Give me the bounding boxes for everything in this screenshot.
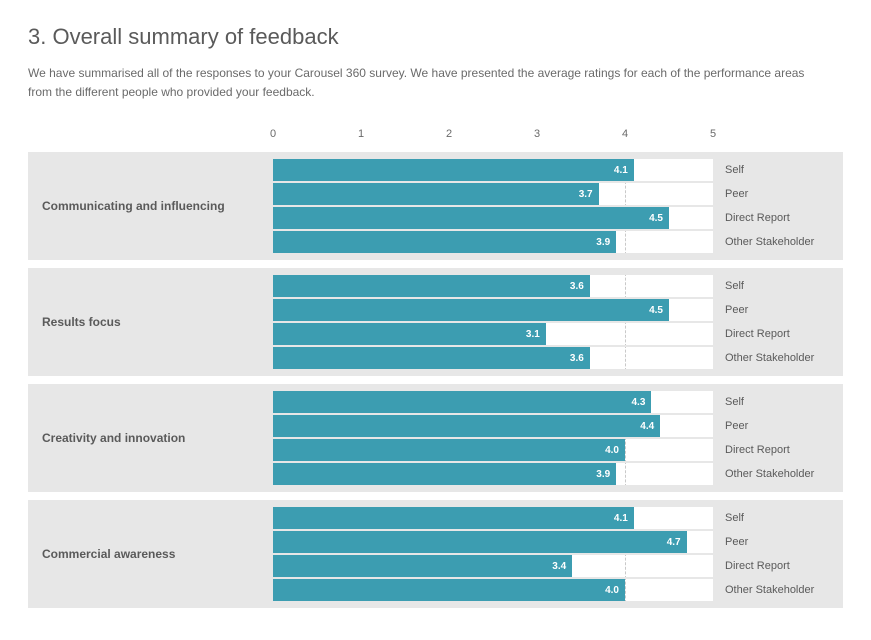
rater-label: Other Stakeholder	[713, 579, 843, 601]
rating-row: 3.7 Peer	[273, 183, 843, 205]
rater-label: Direct Report	[713, 207, 843, 229]
bar-track: 3.1	[273, 323, 713, 345]
rating-row: 3.9 Other Stakeholder	[273, 231, 843, 253]
rating-bar: 4.4	[273, 415, 660, 437]
rating-bar: 4.5	[273, 207, 669, 229]
rater-label: Self	[713, 159, 843, 181]
rating-bar: 4.1	[273, 159, 634, 181]
rater-label: Other Stakeholder	[713, 463, 843, 485]
axis-tick: 3	[534, 128, 540, 140]
rating-bar: 3.1	[273, 323, 546, 345]
rater-label: Peer	[713, 299, 843, 321]
bar-track: 3.9	[273, 231, 713, 253]
rating-bar: 4.5	[273, 299, 669, 321]
rater-label: Peer	[713, 531, 843, 553]
bar-track: 4.4	[273, 415, 713, 437]
rating-bar: 3.4	[273, 555, 572, 577]
rating-bar: 3.9	[273, 463, 616, 485]
rating-bar: 4.1	[273, 507, 634, 529]
axis-tick: 5	[710, 128, 716, 140]
bar-track: 4.1	[273, 507, 713, 529]
axis-tick: 0	[270, 128, 276, 140]
rater-label: Direct Report	[713, 439, 843, 461]
bar-track: 3.6	[273, 347, 713, 369]
competency-group: Results focus3.6 Self 4.5 Peer 3.1 Direct Rep…	[28, 268, 843, 376]
axis-tick: 2	[446, 128, 452, 140]
rating-row: 3.1 Direct Report	[273, 323, 843, 345]
bar-track: 4.1	[273, 159, 713, 181]
competency-group: Creativity and innovation4.3Self4.4Peer4…	[28, 384, 843, 492]
bar-track: 3.4	[273, 555, 713, 577]
rating-row: 3.6 Self	[273, 275, 843, 297]
rater-label: Other Stakeholder	[713, 347, 843, 369]
rating-row: 4.4 Peer	[273, 415, 843, 437]
rater-label: Peer	[713, 415, 843, 437]
rating-row: 3.6 Other Stakeholder	[273, 347, 843, 369]
competency-label: Results focus	[28, 268, 273, 376]
rater-label: Direct Report	[713, 555, 843, 577]
bar-track: 4.3	[273, 391, 713, 413]
axis-tick: 1	[358, 128, 364, 140]
bar-track: 4.0	[273, 439, 713, 461]
bar-track: 3.9	[273, 463, 713, 485]
page-title: 3. Overall summary of feedback	[28, 24, 843, 50]
bar-track: 3.7	[273, 183, 713, 205]
rating-row: 4.1 Self	[273, 507, 843, 529]
rating-bar: 4.3	[273, 391, 651, 413]
rating-row: 4.0 Direct Report	[273, 439, 843, 461]
competency-group: Commercial awareness4.1 Self 4.7 Peer 3.4 Dir…	[28, 500, 843, 608]
rating-row: 4.1 Self	[273, 159, 843, 181]
rating-bar: 4.0	[273, 439, 625, 461]
bar-track: 3.6	[273, 275, 713, 297]
rating-row: 4.5 Peer	[273, 299, 843, 321]
rating-row: 3.9 Other Stakeholder	[273, 463, 843, 485]
summary-chart: 012345 Communicating and influencing4.1S…	[28, 128, 843, 608]
rating-row: 4.0 Other Stakeholder	[273, 579, 843, 601]
rating-row: 4.5 Direct Report	[273, 207, 843, 229]
bar-track: 4.0	[273, 579, 713, 601]
x-axis: 0 1 2 3 4 5	[28, 128, 843, 148]
rater-label: Self	[713, 275, 843, 297]
rating-bar: 4.0	[273, 579, 625, 601]
rater-label: Peer	[713, 183, 843, 205]
competency-label: Communicating and influencing	[28, 152, 273, 260]
rating-row: 4.3 Self	[273, 391, 843, 413]
rating-row: 4.7 Peer	[273, 531, 843, 553]
competency-label: Commercial awareness	[28, 500, 273, 608]
intro-text: We have summarised all of the responses …	[28, 64, 828, 102]
rating-bar: 3.7	[273, 183, 599, 205]
rating-row: 3.4 Direct Report	[273, 555, 843, 577]
competency-group: Communicating and influencing4.1 Self 3.7 P…	[28, 152, 843, 260]
rating-bar: 3.6	[273, 275, 590, 297]
rater-label: Direct Report	[713, 323, 843, 345]
bar-track: 4.7	[273, 531, 713, 553]
rating-bar: 4.7	[273, 531, 687, 553]
rating-bar: 3.6	[273, 347, 590, 369]
rating-bar: 3.9	[273, 231, 616, 253]
bar-track: 4.5	[273, 207, 713, 229]
rater-label: Self	[713, 391, 843, 413]
rater-label: Other Stakeholder	[713, 231, 843, 253]
competency-label: Creativity and innovation	[28, 384, 273, 492]
bar-track: 4.5	[273, 299, 713, 321]
rater-label: Self	[713, 507, 843, 529]
axis-tick: 4	[622, 128, 628, 140]
